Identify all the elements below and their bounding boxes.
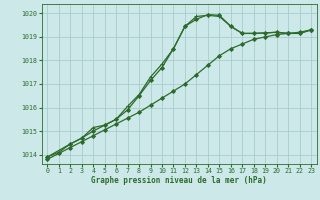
X-axis label: Graphe pression niveau de la mer (hPa): Graphe pression niveau de la mer (hPa) — [91, 176, 267, 185]
